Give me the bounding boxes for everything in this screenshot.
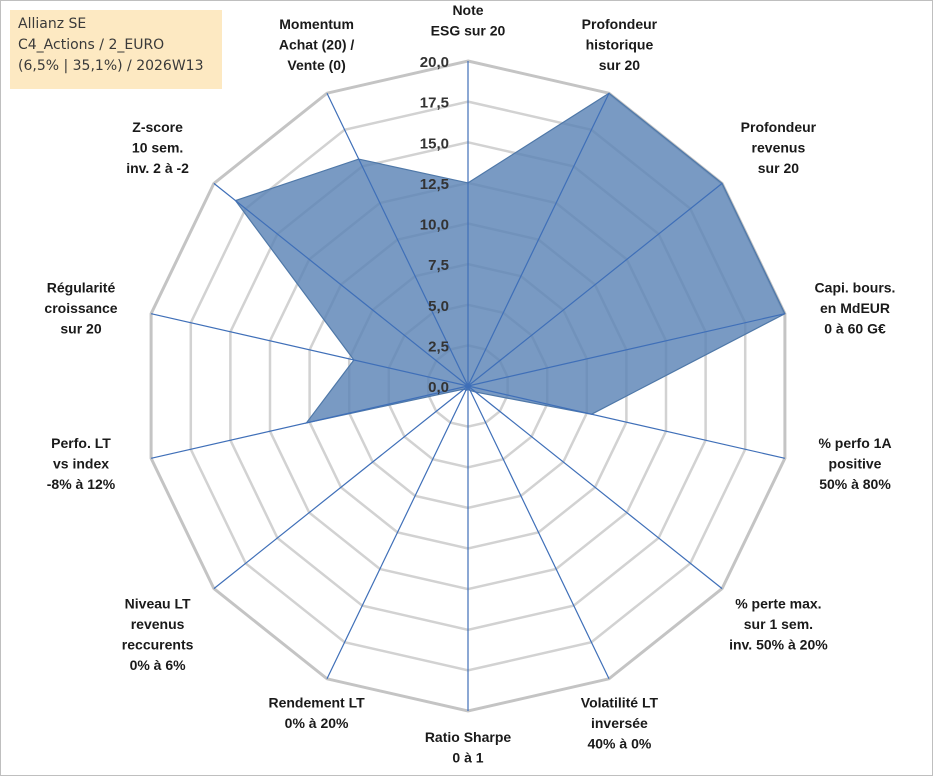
axis-label: Profondeur revenus sur 20	[741, 119, 817, 176]
info-company-name: Allianz SE	[18, 16, 87, 32]
info-box: Allianz SE C4_Actions / 2_EURO (6,5% | 3…	[10, 10, 222, 89]
axis-label-line: Volatilité LT	[581, 694, 659, 710]
axis-label-line: historique	[586, 37, 654, 53]
axis-label-line: inversée	[591, 715, 648, 731]
tick-label: 17,5	[420, 95, 449, 112]
axis-label: Volatilité LT inversée 40% à 0%	[581, 694, 659, 751]
axis-label-line: reccurents	[122, 637, 194, 653]
axis-label-line: sur 20	[758, 160, 799, 176]
axis-label: Rendement LT 0% à 20%	[268, 694, 365, 731]
axis-spoke	[467, 92, 610, 387]
axis-label: Ratio Sharpe 0 à 1	[425, 729, 512, 766]
axis-spoke	[467, 385, 610, 680]
tick-label: 2,5	[428, 338, 449, 355]
tick-label: 0,0	[428, 379, 449, 396]
axis-label-line: 0% à 6%	[130, 657, 187, 673]
axis-label-line: % perte max.	[735, 596, 821, 612]
tick-label: 10,0	[420, 217, 449, 234]
axis-spoke	[213, 182, 469, 387]
axis-spoke	[467, 182, 723, 387]
axis-label-line: Ratio Sharpe	[425, 729, 512, 745]
tick-label: 15,0	[420, 135, 449, 152]
axis-label-line: Vente (0)	[287, 57, 345, 73]
info-period: (6,5% | 35,1%) / 2026W13	[18, 58, 204, 74]
axis-label: Profondeur historique sur 20	[582, 16, 658, 73]
series-area	[234, 92, 786, 424]
axis-label-line: 40% à 0%	[587, 735, 651, 751]
axis-spoke	[150, 313, 469, 387]
axis-label-line: inv. 2 à -2	[126, 160, 189, 176]
axis-spoke	[467, 385, 723, 590]
axis-label: Note ESG sur 20	[431, 2, 506, 39]
axis-label-line: 10 sem.	[132, 139, 183, 155]
axis-label: Régularité croissance sur 20	[44, 280, 117, 337]
axis-label-line: ESG sur 20	[431, 23, 506, 39]
axis-label-line: 0% à 20%	[285, 715, 349, 731]
axis-label-line: Momentum	[279, 16, 354, 32]
axis-label-line: % perfo 1A	[818, 435, 891, 451]
radar-spokes	[150, 61, 786, 711]
axis-label-line: positive	[829, 455, 882, 471]
axis-label-line: en MdEUR	[820, 300, 890, 316]
axis-label-line: 50% à 80%	[819, 476, 891, 492]
info-category: C4_Actions / 2_EURO	[18, 37, 165, 53]
axis-label-line: Niveau LT	[125, 596, 191, 612]
tick-label: 5,0	[428, 298, 449, 315]
axis-label-line: revenus	[752, 139, 806, 155]
radar-axis-labels: Note ESG sur 20 Profondeur historique sur 20…	[44, 2, 895, 766]
axis-label-line: Profondeur	[582, 16, 658, 32]
axis-spoke	[467, 313, 786, 387]
axis-spoke	[326, 92, 469, 387]
axis-label-line: Z-score	[132, 119, 183, 135]
axis-label: Perfo. LT vs index -8% à 12%	[47, 435, 116, 492]
radar-series	[234, 92, 786, 424]
axis-label-line: 0 à 1	[452, 750, 483, 766]
axis-label-line: sur 1 sem.	[744, 616, 813, 632]
axis-spoke	[326, 385, 469, 680]
axis-label: Z-score 10 sem. inv. 2 à -2	[126, 119, 189, 176]
axis-label: Niveau LT revenus reccurents 0% à 6%	[122, 596, 194, 674]
axis-label-line: croissance	[44, 300, 117, 316]
axis-label: % perte max. sur 1 sem. inv. 50% à 20%	[729, 596, 828, 653]
axis-label-line: Profondeur	[741, 119, 817, 135]
axis-label-line: revenus	[131, 616, 185, 632]
axis-label: Capi. bours. en MdEUR 0 à 60 G€	[815, 280, 896, 337]
axis-label: Momentum Achat (20) / Vente (0)	[279, 16, 355, 73]
axis-label-line: sur 20	[599, 57, 640, 73]
tick-label: 20,0	[420, 54, 449, 71]
axis-label-line: Rendement LT	[268, 694, 365, 710]
axis-label-line: Note	[452, 2, 483, 18]
axis-spoke	[467, 385, 786, 459]
axis-label-line: Régularité	[47, 280, 116, 296]
axis-label-line: vs index	[53, 455, 109, 471]
axis-spoke	[213, 385, 469, 590]
tick-label: 12,5	[420, 176, 449, 193]
axis-label: % perfo 1A positive 50% à 80%	[818, 435, 891, 492]
axis-label-line: sur 20	[60, 321, 101, 337]
tick-label: 7,5	[428, 257, 449, 274]
axis-label-line: -8% à 12%	[47, 476, 116, 492]
axis-label-line: 0 à 60 G€	[824, 321, 886, 337]
axis-label-line: inv. 50% à 20%	[729, 637, 828, 653]
axis-spoke	[150, 385, 469, 459]
axis-label-line: Perfo. LT	[51, 435, 111, 451]
axis-label-line: Capi. bours.	[815, 280, 896, 296]
axis-label-line: Achat (20) /	[279, 37, 355, 53]
radar-tick-labels: 0,0 2,5 5,0 7,5 10,0 12,5 15,0 17,5 20,0	[420, 54, 449, 396]
